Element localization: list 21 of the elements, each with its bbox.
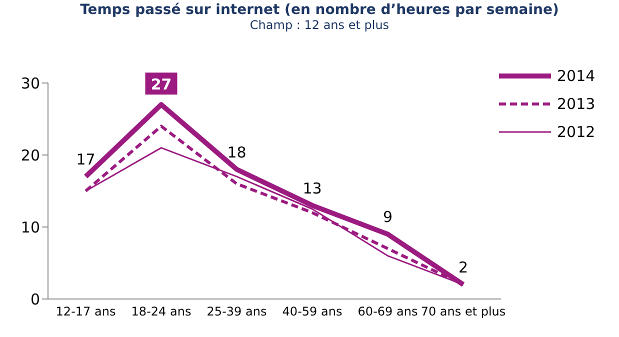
y-tick-label: 30: [20, 74, 40, 92]
legend-label: 2014: [557, 67, 596, 85]
data-label: 2: [458, 258, 468, 277]
legend-label: 2012: [557, 123, 596, 141]
data-label: 9: [382, 208, 393, 226]
x-tick-label: 70 ans et plus: [420, 304, 506, 319]
data-label: 27: [150, 76, 172, 94]
chart-title: Temps passé sur internet (en nombre d’heures par semaine): [79, 2, 560, 18]
y-tick-label: 20: [20, 146, 40, 164]
x-tick-label: 60-69 ans: [358, 304, 418, 319]
chart-subtitle: Champ : 12 ans et plus: [248, 18, 390, 32]
y-tick-label: 0: [30, 290, 40, 308]
x-tick-label: 18-24 ans: [131, 304, 192, 319]
data-label: 13: [302, 179, 322, 198]
x-tick-label: 40-59 ans: [282, 304, 342, 319]
data-label: 18: [227, 143, 246, 162]
data-label: 17: [76, 150, 96, 169]
x-tick-label: 25-39 ans: [206, 304, 267, 319]
x-tick-label: 12-17 ans: [56, 304, 116, 319]
y-tick-label: 10: [20, 218, 40, 236]
legend-label: 2013: [557, 95, 596, 113]
